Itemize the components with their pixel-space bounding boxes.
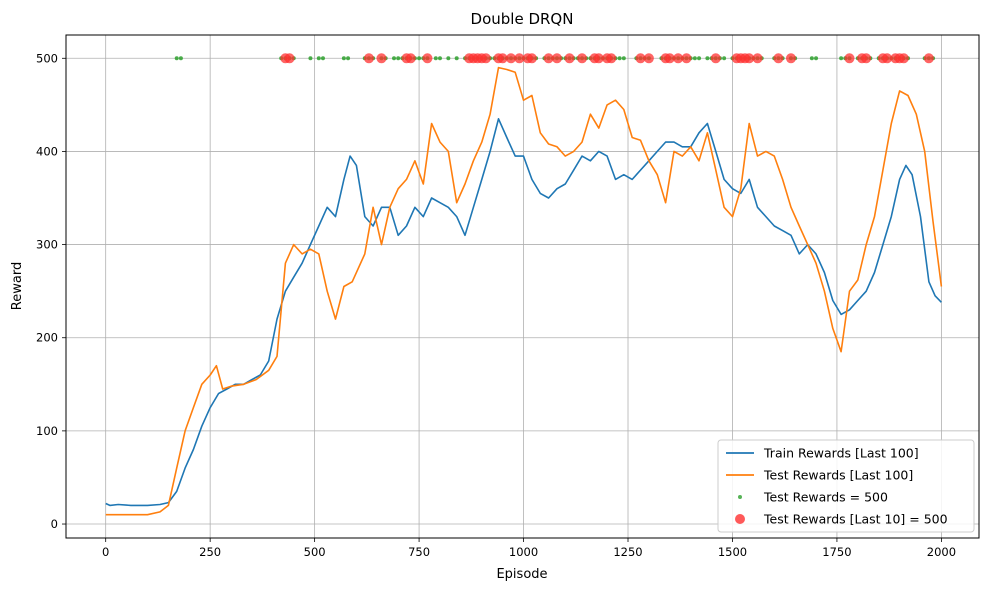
x-axis: 0 250 500 750 1000 1250 1500 1750 2000	[102, 538, 956, 559]
legend-label: Test Rewards [Last 100]	[763, 468, 913, 483]
scatter-point-last10-500	[773, 53, 784, 64]
legend-swatch-dot	[738, 495, 742, 499]
scatter-point-500	[839, 56, 844, 61]
scatter-point-500	[454, 56, 459, 61]
scatter-point-500	[320, 56, 325, 61]
y-tick-label: 400	[36, 144, 58, 158]
x-tick-label: 1000	[509, 545, 538, 559]
scatter-point-last10-500	[681, 53, 692, 64]
scatter-point-500	[346, 56, 351, 61]
scatter-point-500	[814, 56, 819, 61]
scatter-point-500	[178, 56, 183, 61]
scatter-point-last10-500	[506, 53, 517, 64]
scatter-point-last10-500	[635, 53, 646, 64]
x-tick-label: 1750	[822, 545, 851, 559]
scatter-point-last10-500	[514, 53, 525, 64]
scatter-point-last10-500	[643, 53, 654, 64]
scatter-point-500	[417, 56, 422, 61]
scatter-point-last10-500	[497, 53, 508, 64]
scatter-point-500	[437, 56, 442, 61]
scatter-point-500	[392, 56, 397, 61]
scatter-point-500	[433, 56, 438, 61]
scatter-point-last10-500	[593, 53, 604, 64]
scatter-point-500	[341, 56, 346, 61]
scatter-point-last10-500	[744, 53, 755, 64]
scatter-point-last10-500	[844, 53, 855, 64]
scatter-point-last10-500	[422, 53, 433, 64]
scatter-point-last10-500	[363, 53, 374, 64]
scatter-point-500	[174, 56, 179, 61]
chart-title: Double DRQN	[471, 10, 574, 28]
scatter-point-last10-500	[526, 53, 537, 64]
scatter-point-500	[621, 56, 626, 61]
scatter-point-last10-500	[710, 53, 721, 64]
x-tick-label: 250	[199, 545, 221, 559]
scatter-point-last10-500	[752, 53, 763, 64]
scatter-point-last10-500	[405, 53, 416, 64]
legend-box	[717, 439, 975, 533]
scatter-point-last10-500	[284, 53, 295, 64]
legend-label: Train Rewards [Last 100]	[763, 446, 919, 461]
y-axis-label: Reward	[10, 262, 25, 310]
scatter-point-500	[692, 56, 697, 61]
scatter-point-last10-500	[673, 53, 684, 64]
x-tick-label: 0	[102, 545, 109, 559]
scatter-point-last10-500	[551, 53, 562, 64]
y-tick-label: 300	[36, 238, 58, 252]
y-axis: 0 100 200 300 400 500	[36, 51, 66, 531]
legend-swatch-dot	[735, 514, 745, 524]
x-tick-label: 750	[408, 545, 430, 559]
scatter-point-last10-500	[480, 53, 491, 64]
y-tick-label: 0	[51, 517, 58, 531]
scatter-point-last10-500	[923, 53, 934, 64]
scatter-point-500	[446, 56, 451, 61]
x-tick-label: 1500	[718, 545, 747, 559]
scatter-point-500	[705, 56, 710, 61]
plot-frame	[65, 34, 980, 539]
legend-label: Test Rewards = 500	[763, 490, 888, 505]
scatter-point-500	[809, 56, 814, 61]
x-tick-label: 2000	[927, 545, 956, 559]
legend-label: Test Rewards [Last 10] = 500	[763, 512, 948, 527]
scatter-point-500	[722, 56, 727, 61]
scatter-point-last10-500	[564, 53, 575, 64]
scatter-points	[174, 53, 936, 64]
scatter-point-500	[316, 56, 321, 61]
x-tick-label: 1250	[613, 545, 642, 559]
x-axis-label: Episode	[496, 567, 547, 582]
scatter-point-last10-500	[376, 53, 387, 64]
y-tick-label: 200	[36, 331, 58, 345]
legend: Train Rewards [Last 100] Test Rewards [La…	[717, 439, 975, 533]
scatter-point-last10-500	[785, 53, 796, 64]
series-lines	[105, 66, 943, 516]
scatter-point-last10-500	[606, 53, 617, 64]
scatter-point-last10-500	[664, 53, 675, 64]
scatter-point-500	[308, 56, 313, 61]
y-tick-label: 100	[36, 424, 58, 438]
scatter-point-500	[617, 56, 622, 61]
series-line-1	[105, 66, 943, 516]
series-line-0	[105, 118, 942, 507]
scatter-point-500	[697, 56, 702, 61]
scatter-point-500	[396, 56, 401, 61]
scatter-point-last10-500	[861, 53, 872, 64]
scatter-point-last10-500	[577, 53, 588, 64]
x-tick-label: 500	[304, 545, 326, 559]
scatter-point-last10-500	[882, 53, 893, 64]
y-tick-label: 500	[36, 51, 58, 65]
scatter-point-last10-500	[898, 53, 909, 64]
scatter-point-last10-500	[543, 53, 554, 64]
